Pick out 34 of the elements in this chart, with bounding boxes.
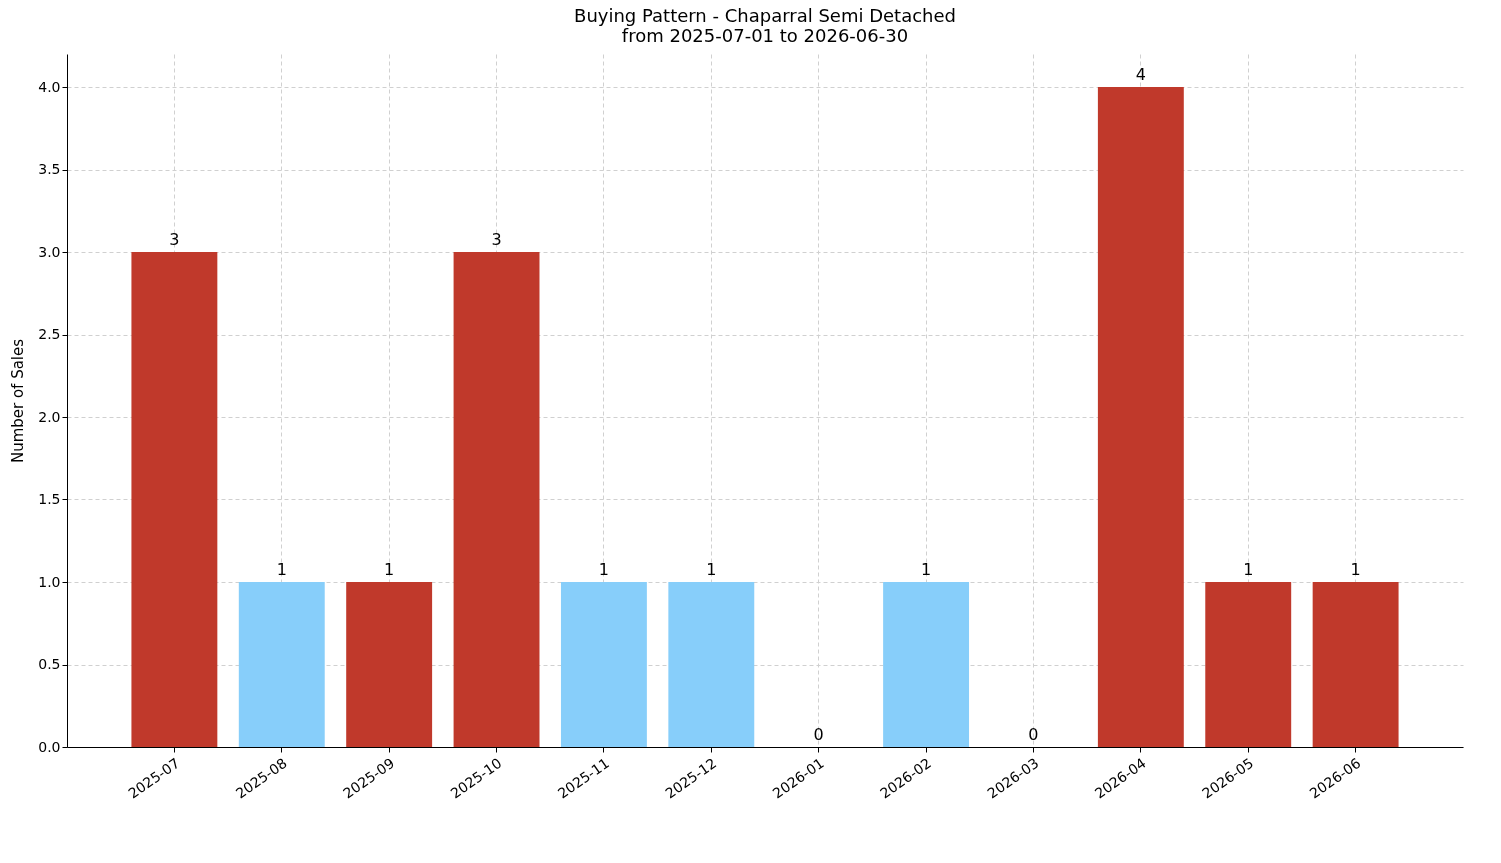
y-tick-label: 0.0 [38,738,61,755]
bar [238,582,325,747]
chart-subtitle: from 2025-07-01 to 2026-06-30 [621,25,909,46]
data-label: 4 [1135,65,1146,84]
data-label: 3 [169,230,180,249]
y-tick-label: 3.0 [38,243,61,260]
y-tick-label: 2.5 [38,326,61,342]
bar [668,582,755,747]
data-label: 1 [598,560,610,579]
bar [131,252,218,747]
data-label: 1 [1350,560,1361,579]
data-label: 3 [491,230,502,249]
data-label: 1 [706,560,717,579]
data-label: 1 [276,560,287,579]
y-tick-label: 1.5 [38,491,61,507]
data-label: 1 [1243,560,1254,579]
chart-title: Buying Pattern - Chaparral Semi Detached [574,5,956,26]
data-label: 1 [920,560,932,579]
y-tick-label: 0.5 [38,656,61,672]
y-tick-label: 1.0 [38,573,61,590]
y-tick-label: 3.5 [38,161,61,177]
bar [1205,582,1292,747]
bar [453,252,540,747]
bar [560,582,647,747]
data-label: 1 [384,560,395,579]
bar [1097,87,1184,747]
bar [883,582,970,747]
bar [346,582,433,747]
data-label: 0 [1028,725,1039,744]
data-label: 0 [813,725,824,744]
y-tick-label: 4.0 [38,78,61,95]
y-tick-label: 2.0 [38,408,61,425]
y-axis-title: Number of Sales [9,338,28,464]
bar [1312,582,1399,747]
